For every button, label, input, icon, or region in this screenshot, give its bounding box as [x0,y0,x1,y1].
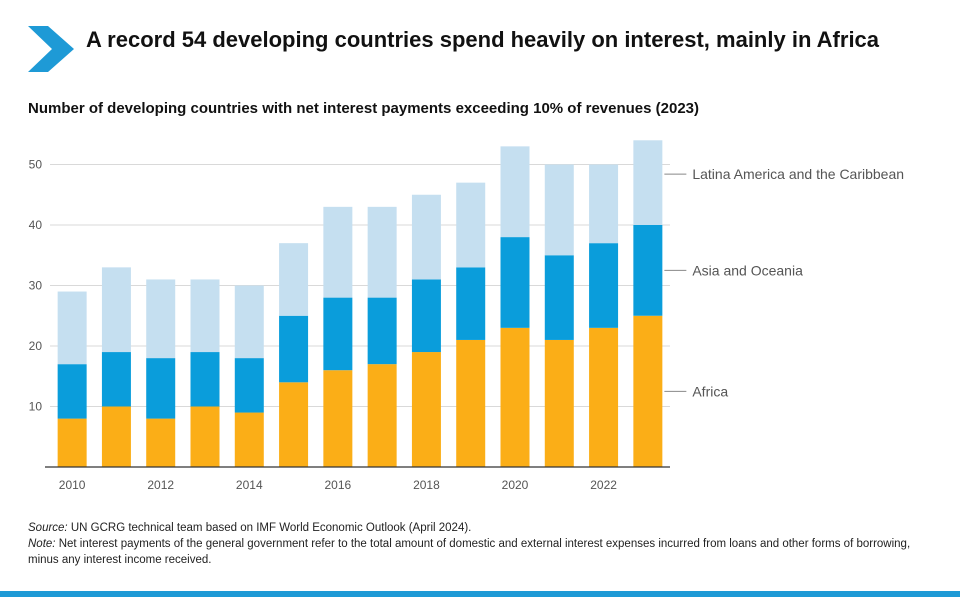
bar-asia-and-oceania-2017 [367,297,397,365]
footnote: Source: UN GCRG technical team based on … [28,520,938,568]
x-tick-label-2016: 2016 [325,478,352,492]
bar-asia-and-oceania-2014 [234,358,264,413]
legend-label-africa: Africa [692,383,728,399]
bar-latina-america-and-the-caribbean-2021 [544,164,574,256]
bar-africa-2014 [234,412,264,467]
bar-asia-and-oceania-2013 [190,352,220,407]
bar-africa-2012 [146,418,176,467]
source-line: Source: UN GCRG technical team based on … [28,520,938,536]
bar-latina-america-and-the-caribbean-2022 [589,164,619,244]
x-tick-label-2010: 2010 [59,478,86,492]
bar-asia-and-oceania-2019 [456,267,486,340]
x-tick-label-2022: 2022 [590,478,617,492]
bar-latina-america-and-the-caribbean-2019 [456,182,486,268]
bar-africa-2016 [323,370,353,467]
legend-label-latina-america-and-the-caribbean: Latina America and the Caribbean [692,166,904,182]
x-tick-label-2018: 2018 [413,478,440,492]
y-tick-label-10: 10 [29,400,43,414]
bottom-brand-bar [0,591,960,597]
bar-africa-2021 [544,339,574,467]
legend-label-asia-and-oceania: Asia and Oceania [692,262,803,278]
bar-latina-america-and-the-caribbean-2012 [146,279,176,359]
bar-asia-and-oceania-2016 [323,297,353,371]
y-tick-label-40: 40 [29,218,43,232]
stacked-bar-chart: 10 20 30 40 50 2010 2012 2014 2016 2018 2020 2022 Af… [29,140,904,492]
y-tick-label-50: 50 [29,158,43,172]
note-line: Note: Net interest payments of the gener… [28,536,938,568]
bar-latina-america-and-the-caribbean-2016 [323,206,353,298]
bar-africa-2018 [411,352,441,467]
bar-asia-and-oceania-2018 [411,279,441,353]
x-tick-label-2012: 2012 [147,478,174,492]
bar-latina-america-and-the-caribbean-2017 [367,206,397,298]
bar-latina-america-and-the-caribbean-2014 [234,285,264,359]
bar-africa-2023 [633,315,663,467]
bar-asia-and-oceania-2015 [279,315,309,383]
bar-africa-2017 [367,364,397,467]
bar-asia-and-oceania-2023 [633,225,663,316]
note-text: Net interest payments of the general gov… [28,538,911,566]
y-tick-label-30: 30 [29,279,43,293]
note-label: Note: [28,538,56,550]
y-tick-label-20: 20 [29,339,43,353]
bar-africa-2015 [279,382,309,467]
bar-latina-america-and-the-caribbean-2010 [57,291,87,365]
bar-asia-and-oceania-2021 [544,255,574,340]
bar-latina-america-and-the-caribbean-2018 [411,194,441,280]
source-label: Source: [28,522,68,534]
bar-africa-2020 [500,327,530,467]
bar-latina-america-and-the-caribbean-2015 [279,243,309,316]
bar-latina-america-and-the-caribbean-2013 [190,279,220,353]
bar-asia-and-oceania-2022 [589,243,619,328]
bar-latina-america-and-the-caribbean-2011 [101,267,131,353]
bar-asia-and-oceania-2011 [101,352,131,407]
chevron-logo-icon [28,26,74,72]
source-text: UN GCRG technical team based on IMF Worl… [70,522,472,534]
x-tick-label-2014: 2014 [236,478,263,492]
bar-asia-and-oceania-2012 [146,358,176,419]
bar-africa-2011 [101,406,131,467]
bar-asia-and-oceania-2020 [500,237,530,328]
bar-africa-2010 [57,418,87,467]
chart-title: A record 54 developing countries spend h… [86,27,880,52]
bar-asia-and-oceania-2010 [57,364,87,419]
bar-africa-2022 [589,327,619,467]
bar-africa-2019 [456,339,486,467]
bar-latina-america-and-the-caribbean-2023 [633,140,663,225]
bar-latina-america-and-the-caribbean-2020 [500,146,530,238]
bar-africa-2013 [190,406,220,467]
chart-subtitle: Number of developing countries with net … [28,100,700,117]
x-tick-label-2020: 2020 [502,478,529,492]
